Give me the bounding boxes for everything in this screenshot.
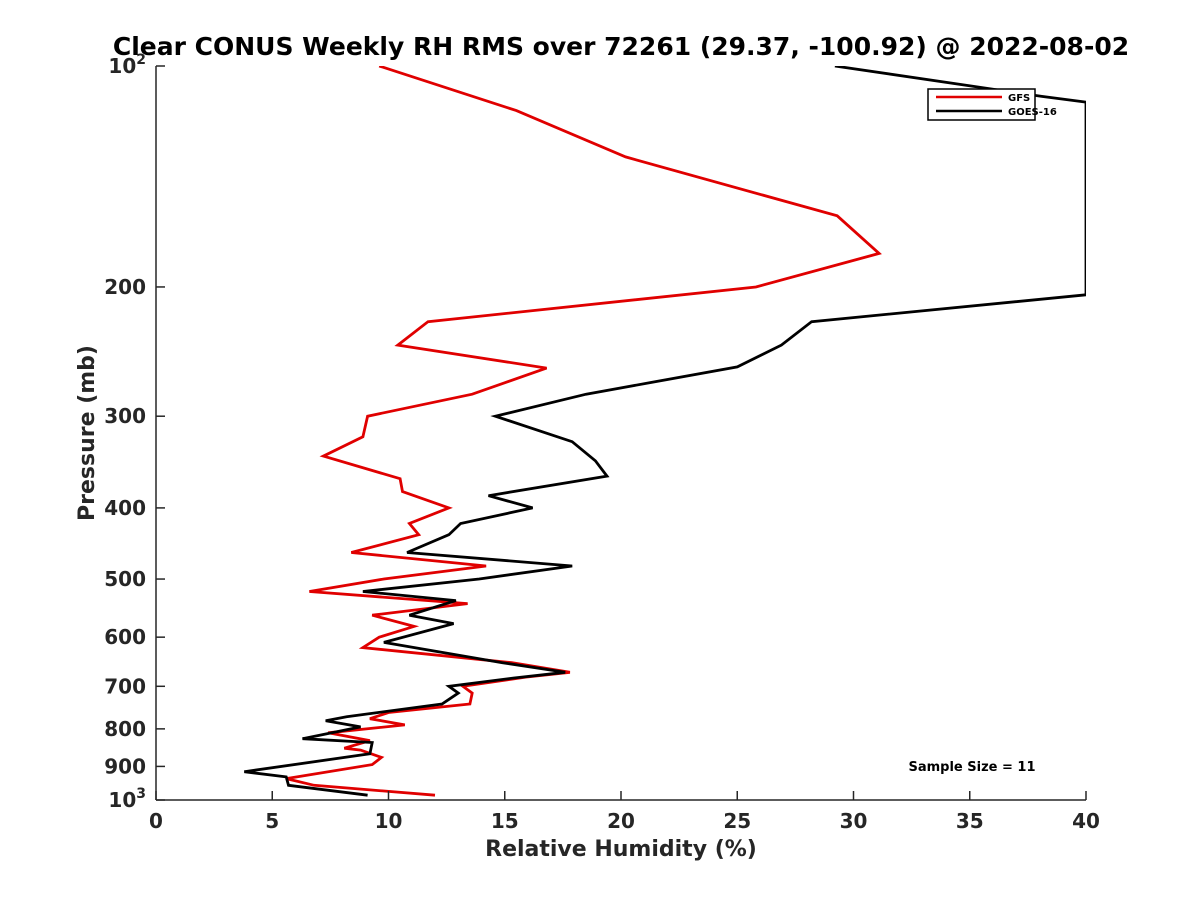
- y-tick-label: 300: [104, 404, 146, 428]
- x-tick-label: 20: [607, 809, 635, 833]
- x-axis-label: Relative Humidity (%): [485, 837, 757, 862]
- x-tick-label: 30: [840, 809, 868, 833]
- x-tick-label: 25: [723, 809, 751, 833]
- y-tick-label: 102: [108, 52, 146, 78]
- legend-entries: GFS GOES-16: [936, 93, 1057, 118]
- y-tick-label: 900: [104, 754, 146, 778]
- series-line-1: [244, 66, 1086, 797]
- series-layer: [244, 66, 1086, 797]
- x-tick-label: 10: [375, 809, 403, 833]
- x-tick-label: 40: [1072, 809, 1100, 833]
- y-tick-label: 103: [108, 786, 146, 812]
- y-tick-label: 800: [104, 717, 146, 741]
- legend: GFS GOES-16: [927, 88, 1057, 121]
- chart-title: Clear CONUS Weekly RH RMS over 72261 (29…: [113, 32, 1129, 61]
- y-tick-label: 400: [104, 496, 146, 520]
- x-tick-label: 35: [956, 809, 984, 833]
- y-axis-label: Pressure (mb): [75, 345, 100, 521]
- y-tick-label: 600: [104, 625, 146, 649]
- legend-label-1: GOES-16: [1008, 107, 1057, 118]
- series-line-0: [285, 66, 882, 797]
- x-tick-label: 15: [491, 809, 519, 833]
- y-tick-label: 200: [104, 275, 146, 299]
- y-tick-label: 700: [104, 674, 146, 698]
- sample-size-annotation: Sample Size = 11: [908, 760, 1035, 775]
- x-tick-label: 5: [265, 809, 279, 833]
- legend-box: [927, 88, 1036, 121]
- legend-label-0: GFS: [1008, 93, 1030, 104]
- x-tick-label: 0: [149, 809, 163, 833]
- axes-layer: 0 5 10 15 20 25 30 35 40 102 200 300 400 500 600 700 800…: [104, 52, 1100, 833]
- y-tick-label: 500: [104, 567, 146, 591]
